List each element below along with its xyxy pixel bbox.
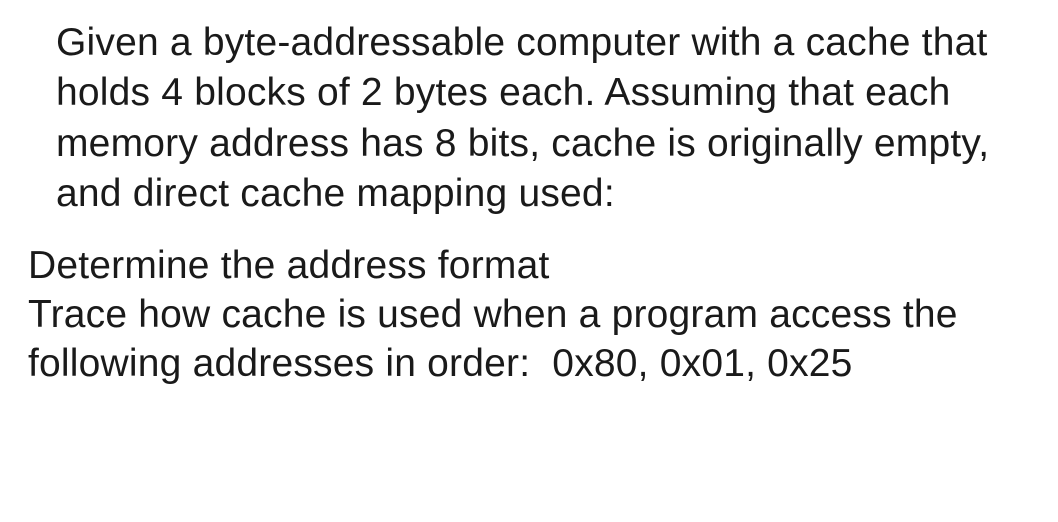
problem-statement: Given a byte-addressable computer with a… (56, 18, 1030, 219)
task-line-1: Determine the address format (28, 241, 1030, 290)
tasks-block: Determine the address format Trace how c… (28, 241, 1030, 388)
question-page: Given a byte-addressable computer with a… (0, 0, 1058, 522)
task-line-2: Trace how cache is used when a program a… (28, 290, 1030, 388)
